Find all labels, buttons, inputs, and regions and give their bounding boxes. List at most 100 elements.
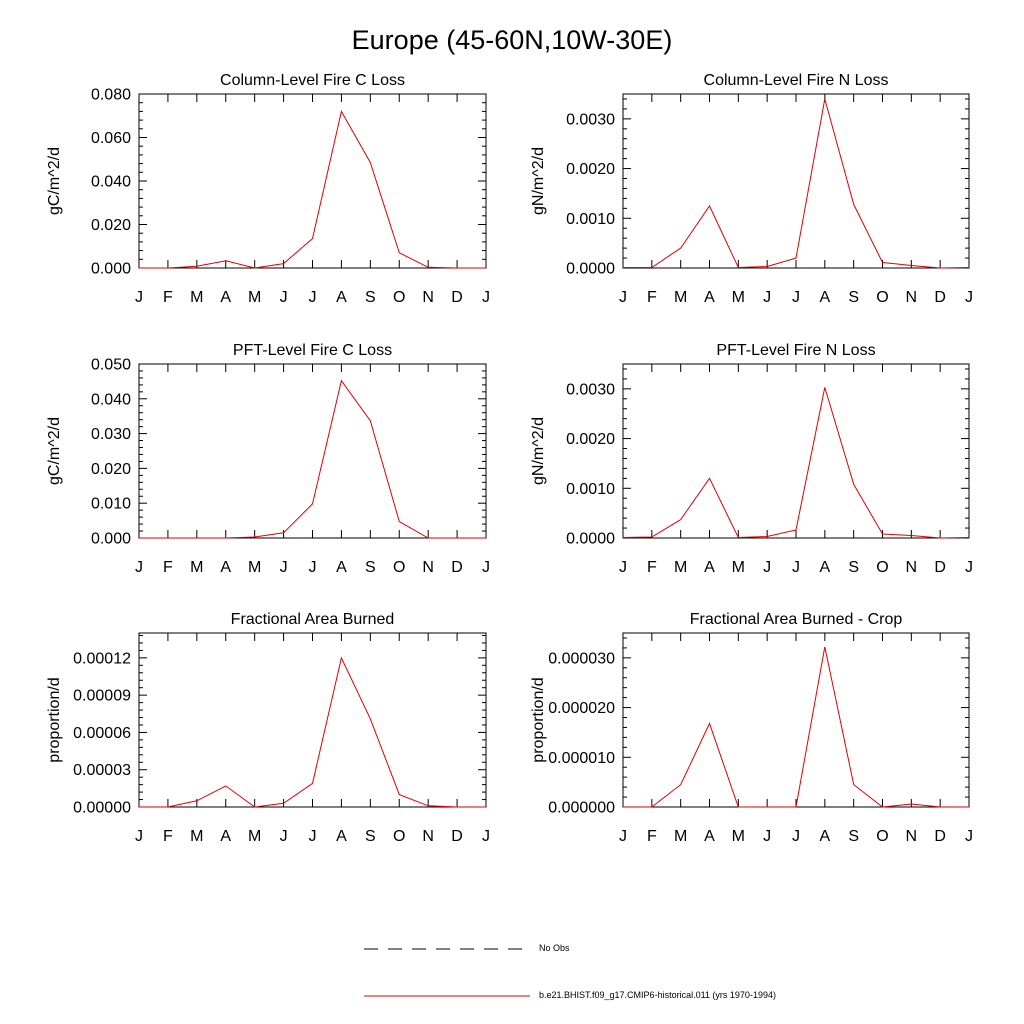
chart-panel: PFT-Level Fire N Loss gN/m^2/d 0.0000 0.001… bbox=[530, 342, 973, 576]
x-tick-label: M bbox=[190, 828, 203, 845]
x-tick-label: J bbox=[965, 559, 973, 576]
x-tick-label: D bbox=[934, 559, 946, 576]
y-tick-label: 0.00003 bbox=[73, 762, 131, 779]
y-tick-label: 0.0020 bbox=[566, 431, 615, 448]
x-tick-label: A bbox=[220, 828, 231, 845]
x-tick-label: J bbox=[309, 289, 317, 306]
series-line bbox=[139, 110, 486, 269]
chart-title: Fractional Area Burned bbox=[231, 611, 395, 628]
y-tick-label: 0.0000 bbox=[566, 261, 615, 278]
x-tick-label: S bbox=[848, 289, 859, 306]
x-tick-label: N bbox=[422, 828, 434, 845]
x-tick-label: A bbox=[819, 559, 830, 576]
x-tick-label: A bbox=[704, 559, 715, 576]
x-tick-label: J bbox=[309, 828, 317, 845]
x-tick-label: S bbox=[848, 828, 859, 845]
x-tick-label: A bbox=[336, 289, 347, 306]
x-tick-label: N bbox=[906, 828, 918, 845]
x-tick-label: A bbox=[819, 289, 830, 306]
x-tick-label: J bbox=[280, 828, 288, 845]
y-axis-label: gN/m^2/d bbox=[530, 417, 547, 485]
y-tick-label: 0.0010 bbox=[566, 481, 615, 498]
y-tick-label: 0.020 bbox=[91, 461, 131, 478]
x-tick-label: D bbox=[451, 289, 463, 306]
x-tick-label: M bbox=[248, 559, 261, 576]
x-tick-label: N bbox=[422, 289, 434, 306]
x-tick-label: A bbox=[704, 828, 715, 845]
y-tick-label: 0.030 bbox=[91, 426, 131, 443]
y-tick-label: 0.000020 bbox=[548, 700, 615, 717]
x-tick-label: J bbox=[965, 828, 973, 845]
x-tick-label: F bbox=[647, 559, 657, 576]
plot-frame bbox=[138, 632, 487, 808]
chart-panel: Column-Level Fire C Loss gC/m^2/d 0.000 0.0… bbox=[46, 72, 490, 306]
x-tick-label: J bbox=[792, 828, 800, 845]
x-tick-label: M bbox=[732, 289, 745, 306]
x-tick-label: M bbox=[732, 828, 745, 845]
x-tick-label: M bbox=[248, 289, 261, 306]
y-axis-label: gN/m^2/d bbox=[530, 147, 547, 215]
y-axis-label: proportion/d bbox=[530, 677, 547, 762]
legend bbox=[364, 948, 530, 997]
x-tick-label: M bbox=[674, 289, 687, 306]
x-tick-label: J bbox=[135, 289, 143, 306]
x-tick-label: O bbox=[876, 828, 888, 845]
x-tick-label: J bbox=[763, 559, 771, 576]
chart-title: Column-Level Fire N Loss bbox=[704, 72, 889, 89]
x-tick-label: A bbox=[220, 289, 231, 306]
series-line bbox=[623, 646, 969, 808]
plot-frame bbox=[138, 93, 487, 269]
y-tick-label: 0.010 bbox=[91, 496, 131, 513]
page-title: Europe (45-60N,10W-30E) bbox=[352, 25, 673, 55]
x-tick-label: O bbox=[876, 559, 888, 576]
x-tick-label: A bbox=[336, 828, 347, 845]
plot-frame bbox=[622, 93, 970, 269]
y-tick-label: 0.080 bbox=[91, 87, 131, 104]
plot-frame bbox=[138, 363, 487, 539]
x-tick-label: O bbox=[393, 289, 405, 306]
y-tick-label: 0.00009 bbox=[73, 688, 131, 705]
x-tick-label: F bbox=[647, 289, 657, 306]
x-tick-label: D bbox=[934, 828, 946, 845]
x-tick-label: J bbox=[619, 828, 627, 845]
x-tick-label: D bbox=[934, 289, 946, 306]
chart-title: PFT-Level Fire N Loss bbox=[716, 342, 875, 359]
y-tick-label: 0.00000 bbox=[73, 800, 131, 817]
y-tick-label: 0.000 bbox=[91, 261, 131, 278]
y-tick-label: 0.000 bbox=[91, 531, 131, 548]
x-tick-label: N bbox=[422, 559, 434, 576]
x-tick-label: J bbox=[482, 289, 490, 306]
x-tick-label: J bbox=[763, 828, 771, 845]
x-tick-label: N bbox=[906, 559, 918, 576]
y-tick-label: 0.0000 bbox=[566, 531, 615, 548]
x-tick-label: F bbox=[163, 559, 173, 576]
series-line bbox=[623, 98, 970, 269]
x-tick-label: S bbox=[848, 559, 859, 576]
x-tick-label: J bbox=[135, 559, 143, 576]
x-tick-label: M bbox=[190, 559, 203, 576]
x-tick-label: J bbox=[619, 559, 627, 576]
x-tick-label: A bbox=[220, 559, 231, 576]
x-tick-label: J bbox=[482, 828, 490, 845]
x-tick-label: N bbox=[906, 289, 918, 306]
x-tick-label: A bbox=[704, 289, 715, 306]
x-tick-label: M bbox=[674, 559, 687, 576]
series-line bbox=[139, 656, 486, 808]
chart-panels: Column-Level Fire C Loss gC/m^2/d 0.000 0.0… bbox=[46, 72, 973, 845]
y-axis-label: gC/m^2/d bbox=[46, 147, 63, 215]
chart-panel: Fractional Area Burned proportion/d 0.0000… bbox=[46, 611, 490, 845]
series-line bbox=[139, 379, 486, 539]
x-tick-label: J bbox=[763, 289, 771, 306]
x-tick-label: J bbox=[309, 559, 317, 576]
chart-title: Column-Level Fire C Loss bbox=[220, 72, 405, 89]
x-tick-label: D bbox=[451, 559, 463, 576]
x-tick-label: J bbox=[965, 289, 973, 306]
y-tick-label: 0.040 bbox=[91, 391, 131, 408]
x-tick-label: M bbox=[732, 559, 745, 576]
y-tick-label: 0.000000 bbox=[548, 800, 615, 817]
y-axis-label: proportion/d bbox=[46, 677, 63, 762]
y-tick-label: 0.000030 bbox=[548, 650, 615, 667]
x-tick-label: J bbox=[482, 559, 490, 576]
plot-frame bbox=[622, 363, 970, 539]
x-tick-label: J bbox=[135, 828, 143, 845]
